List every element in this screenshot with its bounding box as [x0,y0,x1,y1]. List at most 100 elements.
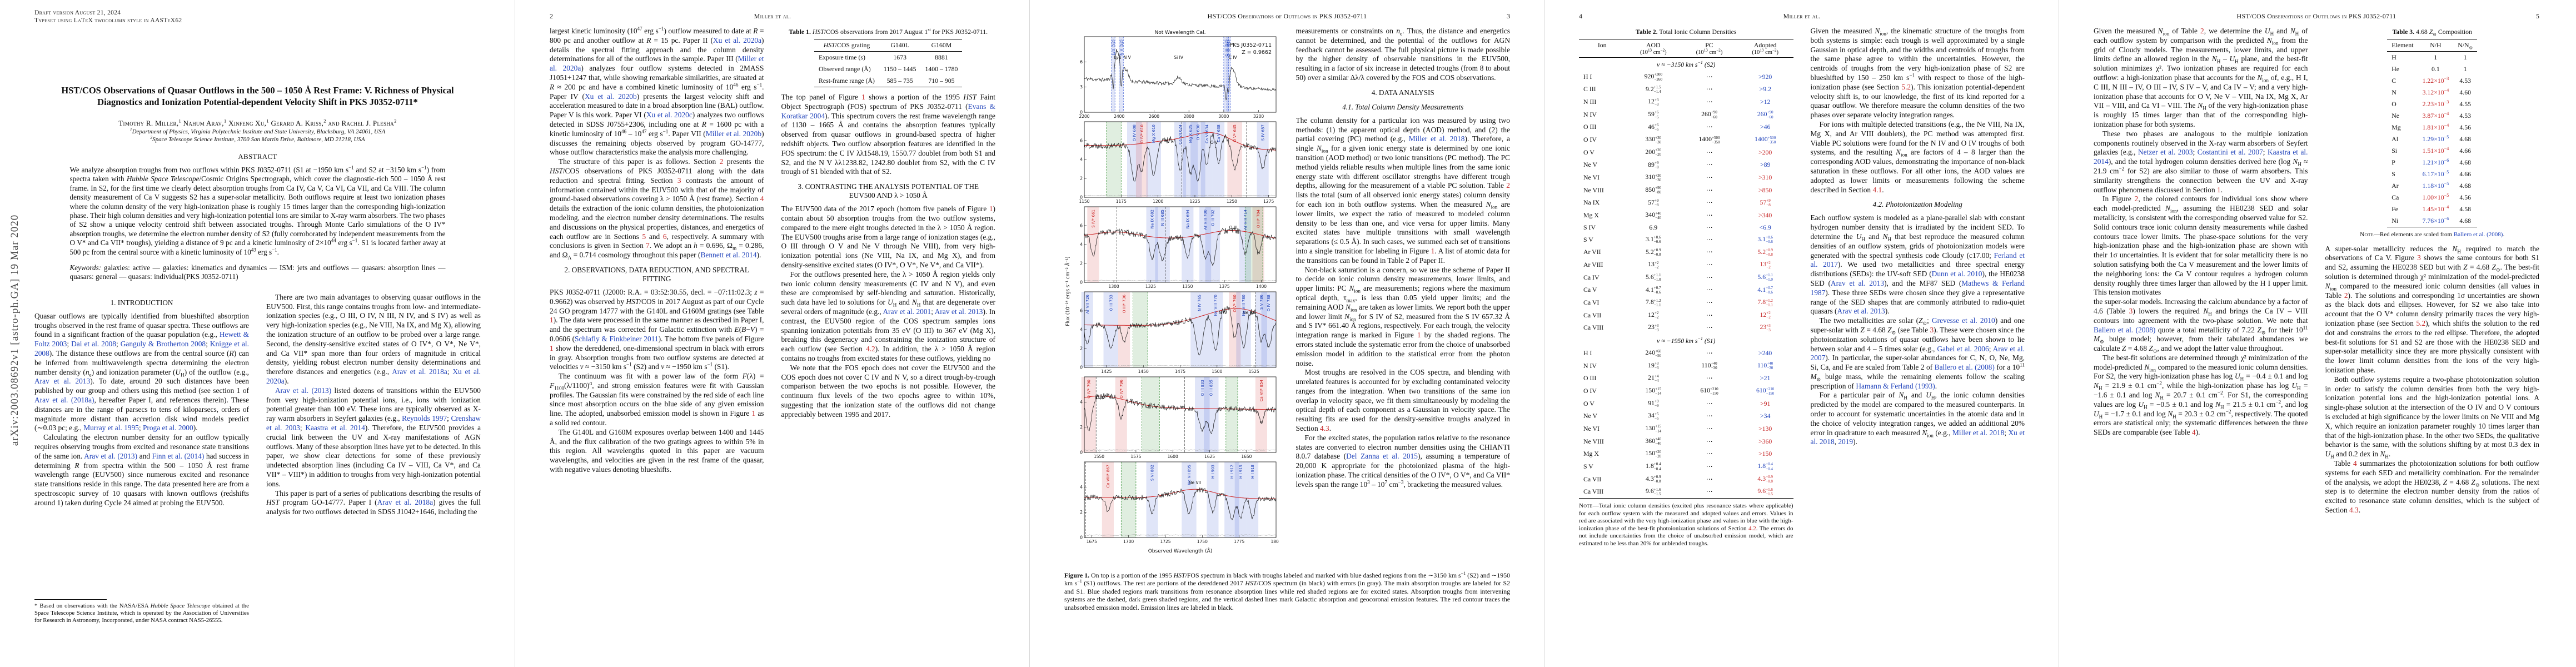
citation-link[interactable]: Schlafly & Finkbeiner 2011 [575,334,659,343]
citation-link[interactable]: Kaastra et al. 2014 [305,424,365,432]
citation-link[interactable]: Arav et al. 2018a [377,498,434,507]
internal-ref-link[interactable]: 2 [2134,195,2139,203]
citation-link[interactable]: Xu et al. 2020b [584,92,637,101]
svg-text:3200: 3200 [1253,114,1264,119]
citation-link[interactable]: Miller et al. 2020a [550,54,764,73]
internal-ref-link[interactable]: 1 [2217,185,2221,194]
citation-link[interactable]: Xu et al. 2020a [712,36,762,44]
internal-ref-link[interactable]: 1 [1417,331,1421,340]
citation-link[interactable]: Finn et al. (2014) [152,451,205,460]
svg-text:Ne VIII 780: Ne VIII 780 [1242,295,1246,316]
internal-ref-link[interactable]: 4 [2353,459,2357,467]
internal-ref-link[interactable]: 2 [2344,291,2348,300]
internal-ref-link[interactable]: 4 [760,195,764,203]
svg-text:Flux (10⁻¹⁴ ergs s⁻¹ cm⁻² Å⁻¹): Flux (10⁻¹⁴ ergs s⁻¹ cm⁻² Å⁻¹) [1064,256,1071,326]
citation-link[interactable]: Ballero et al. (2008) [1934,363,1995,372]
table-cell: 12 +3 −3 [1648,97,1659,107]
table-cell: >21 [1760,374,1771,382]
citation-link[interactable]: Del Zanna et al. 2015 [1346,452,1418,461]
citation-link[interactable]: Arav et al. 2013 [934,307,983,316]
svg-text:O V* 760: O V* 760 [1233,295,1237,312]
internal-ref-link[interactable]: 4.3 [1320,424,1329,433]
citation-link[interactable]: Arav et al. 2018a [392,367,447,376]
internal-ref-link[interactable]: 3 [1930,325,1934,334]
citation-link[interactable]: Arav et al. 2013 [34,377,91,386]
internal-ref-link[interactable]: 3 [677,176,681,185]
table-1-caption: Table 1. HST/COS observations from 2017 … [789,27,988,36]
internal-ref-link[interactable]: 1 [989,205,993,213]
citation-link[interactable]: Ganguly & Brotherton 2008 [120,340,206,349]
citation-link[interactable]: Knigge et al. 2008 [34,340,249,358]
citation-link[interactable]: Bennett et al. 2014 [700,251,757,260]
citation-link[interactable]: Dunn et al. 2010 [1931,270,1982,278]
internal-ref-link[interactable]: 2 [1506,181,1510,190]
table-cell: Observed range (Å) [819,65,871,73]
citation-link[interactable]: Costantini et al. 2007 [2197,148,2263,157]
internal-ref-link[interactable]: 3 [2129,306,2133,315]
internal-ref-link[interactable]: 5.2 [2416,318,2426,327]
citation-link[interactable]: Dai et al. 2008 [71,340,116,349]
internal-ref-link[interactable]: 1 [861,93,865,101]
citation-link[interactable]: Arav et al. 2013 [1837,307,1885,316]
citation-link[interactable]: Murray et al. 1995 [83,424,139,432]
citation-link[interactable]: Netzer et al. 2003 [2137,148,2193,157]
citation-link[interactable]: Arav et al. 2007 [1810,344,2025,362]
internal-ref-link[interactable]: 1 [550,344,554,352]
citation-link[interactable]: Arav et al. (2013) [84,451,138,460]
citation-link[interactable]: Arav et al. 2001 [883,307,931,316]
internal-ref-link[interactable]: 5.2 [1901,82,1911,91]
citation-link[interactable]: Miller et al. 2018 [1408,135,1465,143]
internal-ref-link[interactable]: 6 [662,232,667,241]
table-cell: 710 – 905 [928,77,955,84]
svg-text:1300: 1300 [1109,284,1119,289]
internal-ref-link[interactable]: 4.3 [2349,505,2359,514]
table-3-note: Note—Red elements are scaled from Baller… [2360,231,2505,238]
citation-link[interactable]: 2019 [1838,437,1853,446]
internal-ref-link[interactable]: 3 [2417,253,2421,262]
internal-ref-link[interactable]: 7 [646,241,650,250]
internal-ref-link[interactable]: 2 [2200,27,2204,35]
citation-link[interactable]: Evans & Koratkar 2004 [781,102,996,120]
citation-link[interactable]: Hamann & Ferland (1993) [1856,381,1935,390]
column-header: G140L [879,39,921,52]
citation-link[interactable]: Ballero et al. (2008) [2094,325,2156,334]
citation-link[interactable]: Xu et al. 2018 [1810,428,2025,446]
svg-text:Mg X 625: Mg X 625 [1189,125,1193,143]
citation-link[interactable]: Arav et al. (2013) [275,386,332,395]
internal-ref-link[interactable]: 4.1 [1872,185,1882,194]
citation-link[interactable]: Gabel et al. 2006 [1937,344,1989,353]
internal-ref-link[interactable]: 1 [751,409,756,418]
internal-ref-link[interactable]: 1 [1431,246,1435,255]
citation-link[interactable]: Ferland et al. 2017 [1810,251,2025,269]
internal-ref-link[interactable]: 4.2 [865,345,875,354]
internal-ref-link[interactable]: 4.2 [1748,525,1756,532]
internal-ref-link[interactable]: 2 [719,157,724,166]
citation-link[interactable]: Arav et al. 2013 [1830,278,1885,287]
table-cell: ⋯ [1706,323,1713,332]
citation-link[interactable]: Miller et al. 2018 [1952,428,2005,437]
citation-link[interactable]: Xu et al. 2020c [646,111,692,120]
citation-link[interactable]: Hewett & Foltz 2003 [34,330,249,349]
citation-link[interactable]: Reynolds 1997 [402,414,447,423]
svg-text:0: 0 [1080,280,1083,285]
internal-ref-link[interactable]: 5 [642,232,646,241]
svg-text:1550: 1550 [1094,454,1104,459]
citation-link[interactable]: Grevesse et al. 2010 [1931,316,1995,325]
citation-link[interactable]: Mathews & Ferland 1987 [1810,278,2025,297]
citation-link[interactable]: Xu et al. 2020a [266,367,481,386]
citation-link[interactable]: Kaastra et al. 2014 [2094,148,2308,166]
citation-link[interactable]: Miller et al. 2020b [705,129,762,138]
citation-link[interactable]: Arav et al. (2018a) [34,396,94,405]
citation-link[interactable]: Proga et al. 2000 [142,424,193,432]
svg-text:Ca VI 634: Ca VI 634 [1205,124,1209,143]
table-cell: >360 [1758,437,1772,445]
table-cell: 4.66 [2459,170,2472,178]
citation-link[interactable]: Crenshaw et al. 2003 [266,414,481,432]
table-cell: 1 [2463,65,2467,73]
citation-link[interactable]: Ballero et al. (2008) [2453,231,2503,238]
internal-ref-link[interactable]: 1 [550,316,554,325]
units-cell [1579,49,1626,58]
table-cell: 3.87×10−4 [2422,111,2449,120]
internal-ref-link[interactable]: 4 [2191,428,2196,437]
